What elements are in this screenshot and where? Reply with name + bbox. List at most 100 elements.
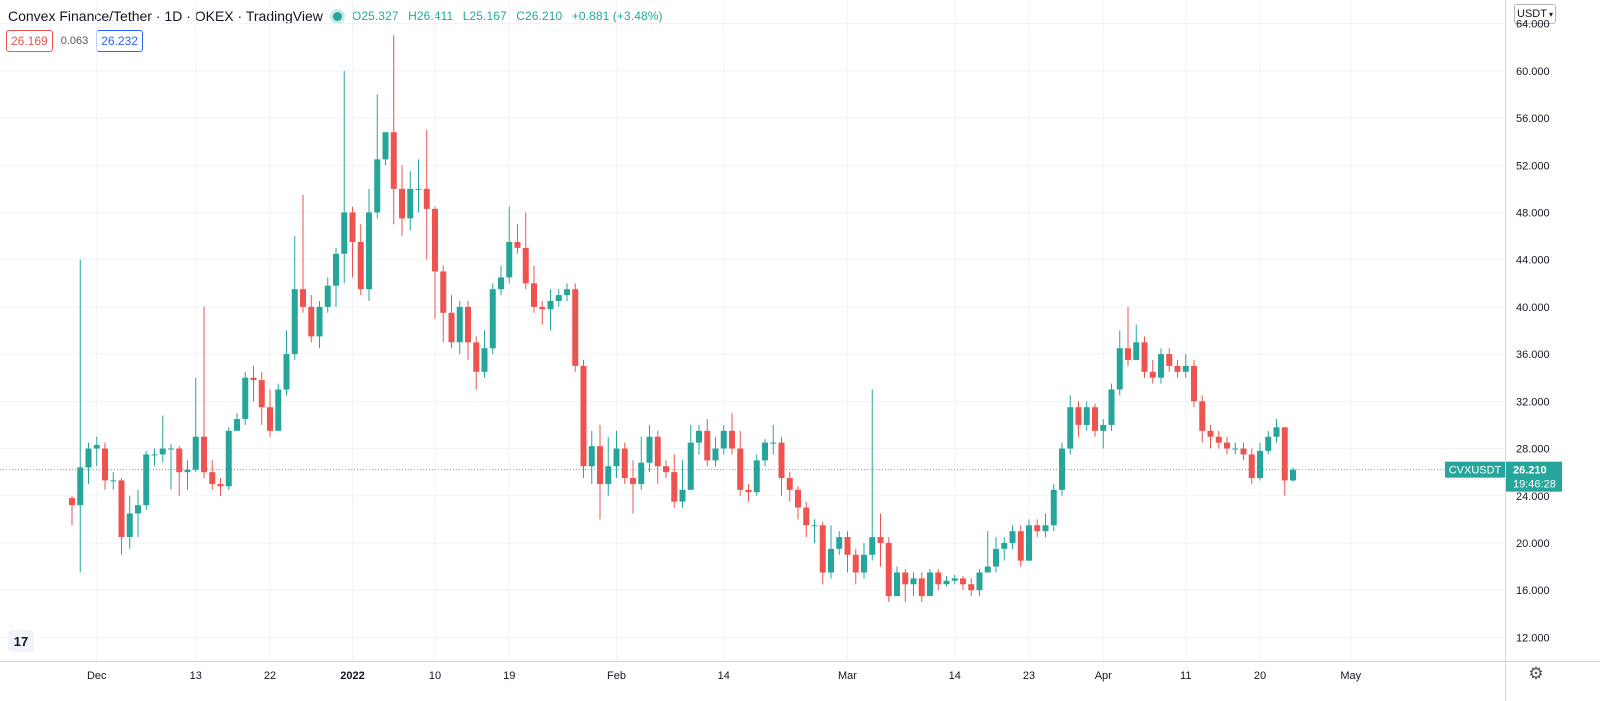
candle-body bbox=[85, 448, 92, 468]
candles bbox=[69, 35, 1296, 602]
time-axis[interactable]: Dec 13 22 2022 10 19 Feb 14 Mar 14 23 Apr 11 20 May bbox=[87, 670, 1362, 682]
candle-body bbox=[184, 469, 191, 473]
gear-icon[interactable]: ⚙ bbox=[1528, 664, 1544, 683]
candle-body bbox=[1034, 525, 1041, 532]
candle-body bbox=[399, 188, 405, 219]
candle-body bbox=[935, 572, 942, 585]
candle-body bbox=[1075, 407, 1082, 425]
sell-price-button[interactable]: 26.169 bbox=[6, 30, 53, 52]
x-tick-label: 14 bbox=[718, 670, 730, 682]
candle-body bbox=[654, 436, 661, 467]
candle-body bbox=[159, 448, 166, 455]
x-tick-label: 14 bbox=[949, 670, 961, 682]
symbol-tag-text: CVXUSDT bbox=[1449, 465, 1502, 477]
candle-body bbox=[960, 578, 966, 585]
symbol-title[interactable]: Convex Finance/Tether · 1D · OKEX · Trad… bbox=[8, 8, 323, 24]
candle-body bbox=[1050, 489, 1057, 526]
y-tick-label: 52.000 bbox=[1516, 160, 1550, 172]
candle-body bbox=[1001, 542, 1008, 549]
candle-body bbox=[630, 478, 636, 484]
candle-body bbox=[1009, 531, 1016, 543]
candle-body bbox=[1017, 531, 1024, 561]
chart-header: Convex Finance/Tether · 1D · OKEX · Trad… bbox=[8, 6, 669, 26]
ohlc-close: C26.210 bbox=[516, 9, 563, 23]
x-tick-label: 22 bbox=[264, 670, 276, 682]
candle-body bbox=[894, 572, 900, 597]
candle-body bbox=[638, 462, 645, 484]
candle-body bbox=[1290, 469, 1296, 481]
candle-body bbox=[778, 442, 785, 479]
candle-body bbox=[943, 580, 950, 585]
candle-body bbox=[514, 241, 521, 248]
candle-body bbox=[621, 448, 628, 479]
candle-body bbox=[646, 436, 653, 463]
ohlc-change: +0.881 (+3.48%) bbox=[571, 9, 663, 23]
candle-body bbox=[275, 389, 282, 431]
candle-body bbox=[341, 212, 348, 254]
candle-body bbox=[1141, 342, 1148, 372]
candle-body bbox=[432, 208, 438, 272]
candle-body bbox=[770, 442, 777, 444]
candle-body bbox=[1092, 407, 1098, 431]
candle-body bbox=[267, 407, 273, 431]
candle-body bbox=[93, 444, 100, 449]
candle-body bbox=[374, 159, 381, 213]
candle-body bbox=[308, 306, 315, 337]
candle-body bbox=[481, 348, 488, 372]
candle-body bbox=[242, 377, 249, 420]
candle-body bbox=[522, 247, 529, 284]
candle-body bbox=[1174, 365, 1181, 372]
candle-body bbox=[506, 241, 513, 278]
candle-body bbox=[1265, 436, 1272, 451]
y-tick-label: 48.000 bbox=[1516, 207, 1550, 219]
grid bbox=[0, 0, 1505, 661]
candle-body bbox=[440, 271, 447, 313]
tradingview-logo-icon[interactable]: 17 bbox=[8, 630, 34, 652]
x-tick-label: Apr bbox=[1095, 670, 1112, 682]
symbol-tag bbox=[1445, 461, 1505, 478]
candle-body bbox=[572, 289, 579, 366]
candle-body bbox=[135, 505, 141, 514]
candle-body bbox=[564, 289, 570, 296]
candle-body bbox=[968, 584, 975, 591]
candle-body bbox=[704, 430, 711, 461]
y-tick-label: 32.000 bbox=[1516, 396, 1550, 408]
candle-body bbox=[712, 448, 719, 461]
candle-body bbox=[126, 513, 133, 538]
y-tick-label: 24.000 bbox=[1516, 491, 1550, 503]
candle-body bbox=[671, 472, 678, 502]
bar-countdown: 19:46:28 bbox=[1513, 479, 1556, 491]
candle-body bbox=[1149, 371, 1156, 378]
currency-select[interactable]: USDT ▾ bbox=[1514, 4, 1556, 24]
candle-body bbox=[539, 306, 546, 310]
candle-body bbox=[333, 253, 339, 286]
candle-body bbox=[844, 537, 851, 555]
candle-body bbox=[77, 467, 84, 506]
candle-body bbox=[918, 578, 925, 597]
quote-row: 26.169 0.063 26.232 bbox=[6, 30, 143, 52]
candle-body bbox=[696, 430, 702, 443]
candle-body bbox=[910, 578, 917, 585]
candle-body bbox=[1273, 427, 1280, 437]
candle-body bbox=[1042, 525, 1049, 532]
candle-body bbox=[1215, 436, 1222, 443]
candle-body bbox=[885, 542, 892, 597]
candle-body bbox=[877, 537, 884, 543]
price-axis[interactable]: 12.000 16.000 20.000 24.000 28.000 32.000 36.0… bbox=[1516, 19, 1550, 645]
y-tick-label: 16.000 bbox=[1516, 585, 1550, 597]
y-tick-label: 36.000 bbox=[1516, 349, 1550, 361]
candle-body bbox=[1158, 354, 1164, 378]
candle-body bbox=[762, 442, 768, 461]
candle-body bbox=[300, 289, 306, 307]
candle-body bbox=[984, 566, 991, 573]
candle-body bbox=[753, 460, 760, 493]
candle-body bbox=[951, 578, 958, 581]
x-tick-label: 19 bbox=[503, 670, 515, 682]
candle-body bbox=[225, 430, 232, 487]
ohlc-low: L25.167 bbox=[462, 9, 507, 23]
y-tick-label: 64.000 bbox=[1516, 19, 1550, 31]
candle-body bbox=[349, 212, 356, 242]
candle-body bbox=[1100, 424, 1107, 431]
candle-body bbox=[819, 525, 826, 573]
